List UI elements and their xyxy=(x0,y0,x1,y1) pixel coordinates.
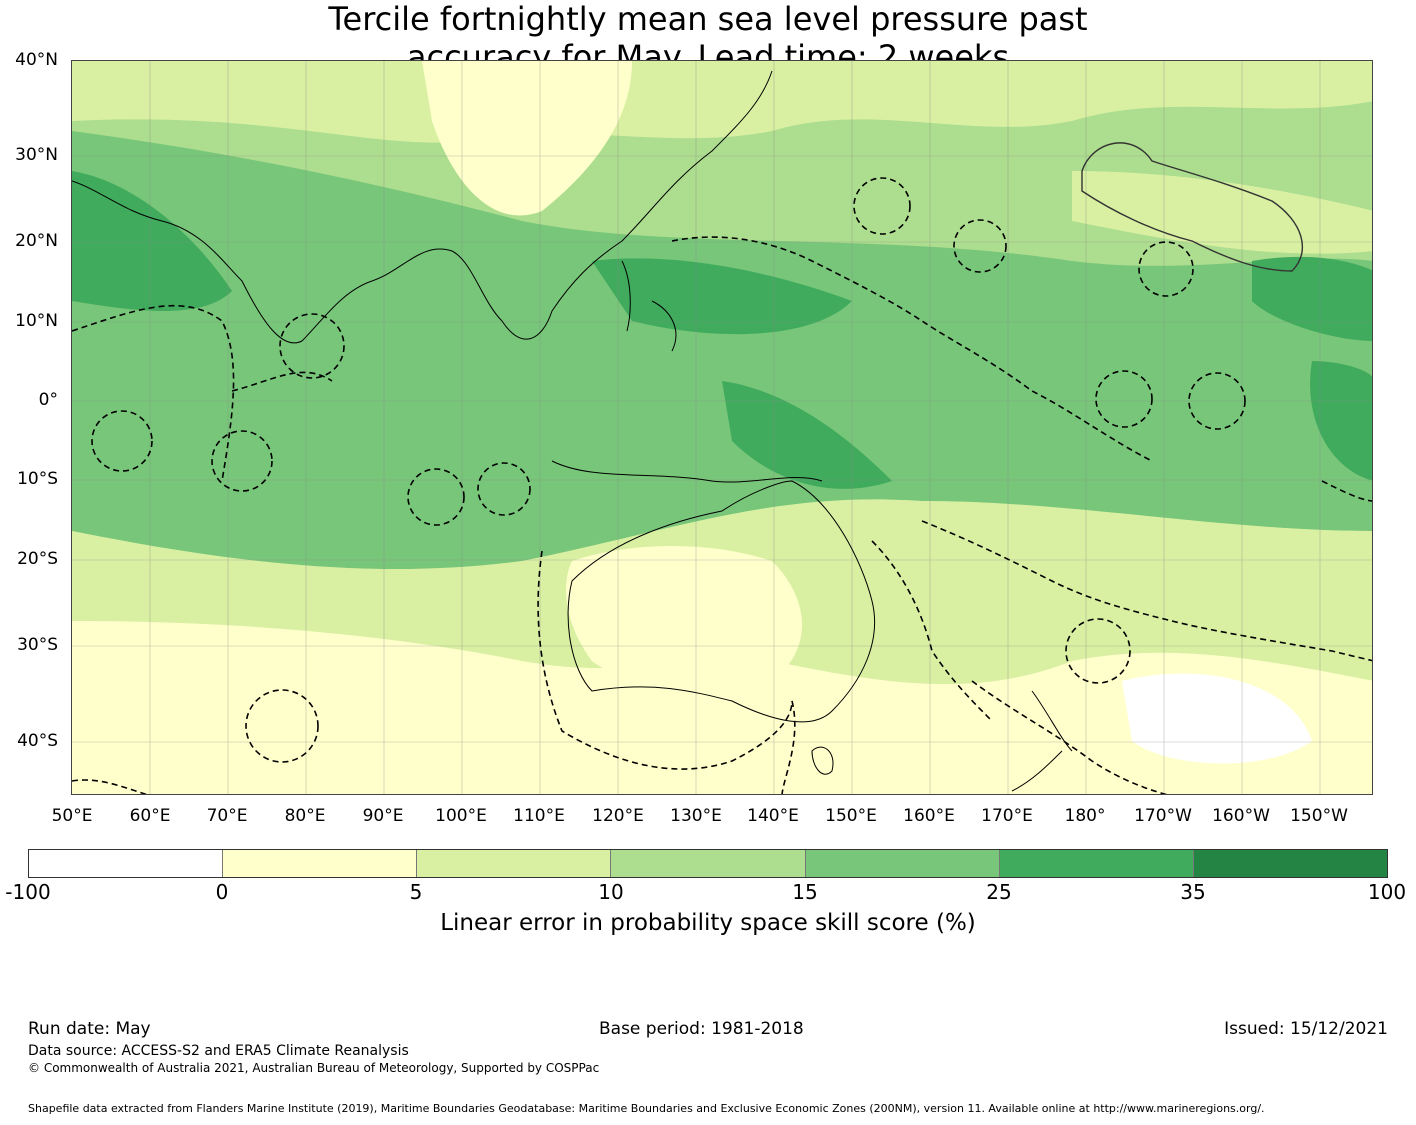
colorbar-segment xyxy=(29,850,224,877)
field-philippines-core xyxy=(592,258,852,335)
skill-score-map xyxy=(71,60,1373,795)
eez-boundaries xyxy=(72,177,1372,794)
eez-coral-sea xyxy=(871,540,993,722)
eez-christmas xyxy=(407,468,465,526)
lon-label-150w: 150°W xyxy=(1290,806,1348,826)
copyright: © Commonwealth of Australia 2021, Austra… xyxy=(28,1061,600,1075)
lat-label-20n: 20°N xyxy=(15,231,58,251)
lon-label-150e: 150°E xyxy=(825,806,877,826)
colorbar xyxy=(28,849,1388,878)
lon-label-110e: 110°E xyxy=(513,806,565,826)
eez-kiribati xyxy=(1321,480,1372,502)
eez-south-pacific xyxy=(921,520,1372,662)
colorbar-label: Linear error in probability space skill … xyxy=(440,910,976,936)
lat-label-10n: 10°N xyxy=(15,311,58,331)
lon-label-160e: 160°E xyxy=(903,806,955,826)
lon-label-50e: 50°E xyxy=(51,806,93,826)
tasmania-coastline xyxy=(811,746,834,775)
eez-cocos xyxy=(477,462,531,516)
eez-chagos xyxy=(211,430,273,492)
field-australia-low xyxy=(566,546,802,692)
shapefile-credit: Shapefile data extracted from Flanders M… xyxy=(28,1102,1265,1115)
lat-label-20s: 20°S xyxy=(17,549,58,569)
philippines-coastline xyxy=(621,260,677,352)
field-north-pale xyxy=(72,61,1372,143)
coastlines xyxy=(72,70,1073,792)
indonesia-coastline xyxy=(551,460,823,483)
colorbar-segment xyxy=(805,850,1000,877)
eez-maldives xyxy=(279,313,345,379)
lat-label-0: 0° xyxy=(38,390,58,410)
eez-howland xyxy=(1095,370,1153,428)
hawaii-boundary xyxy=(1081,142,1303,272)
issued-date: Issued: 15/12/2021 xyxy=(1224,1019,1388,1039)
colorbar-tick: 5 xyxy=(409,880,423,904)
eez-kermadec xyxy=(1065,618,1131,684)
lon-label-90e: 90°E xyxy=(362,806,404,826)
data-source: Data source: ACCESS-S2 and ERA5 Climate … xyxy=(28,1043,409,1059)
eez-marcus xyxy=(853,177,911,235)
eez-jarvis xyxy=(1188,372,1246,430)
lon-label-170w: 170°W xyxy=(1134,806,1192,826)
field-hawaii-pale xyxy=(1072,171,1372,254)
colorbar-tick: 0 xyxy=(215,880,229,904)
lon-label-140e: 140°E xyxy=(747,806,799,826)
eez-australia-south xyxy=(781,700,796,794)
base-period: Base period: 1981-2018 xyxy=(599,1019,804,1039)
eez-kerguelen xyxy=(72,779,148,794)
field-central-pacific-core xyxy=(1252,256,1372,341)
field-south-low xyxy=(72,621,1372,794)
new-zealand-coastline xyxy=(1011,690,1073,792)
lon-label-60e: 60°E xyxy=(129,806,171,826)
field-png-core xyxy=(722,381,892,489)
colorbar-segment xyxy=(1193,850,1387,877)
graticule xyxy=(72,61,1372,794)
colorbar-tick: 100 xyxy=(1367,880,1407,904)
colorbar-tick: -100 xyxy=(5,880,51,904)
lon-label-170e: 170°E xyxy=(981,806,1033,826)
field-arabian-sea-core xyxy=(72,171,232,311)
lon-label-80e: 80°E xyxy=(284,806,326,826)
colorbar-segment xyxy=(417,850,612,877)
lon-label-100e: 100°E xyxy=(435,806,487,826)
eez-wake xyxy=(953,219,1007,273)
eez-amsterdam xyxy=(245,689,319,763)
field-east-pacific-core xyxy=(1310,361,1372,481)
map-canvas xyxy=(72,61,1372,794)
colorbar-segment xyxy=(999,850,1194,877)
lon-label-120e: 120°E xyxy=(592,806,644,826)
field-negative-skill xyxy=(1122,673,1312,764)
lon-label-180: 180° xyxy=(1064,806,1106,826)
field-tropical-band xyxy=(72,131,1372,570)
eez-indian-ocean xyxy=(72,304,333,482)
colorbar-segment xyxy=(611,850,806,877)
map-title: Tercile fortnightly mean sea level press… xyxy=(0,0,1416,76)
lat-label-40n: 40°N xyxy=(15,50,58,70)
field-tibet-low xyxy=(422,61,632,216)
colorbar-tick: 35 xyxy=(1180,880,1206,904)
lat-label-30s: 30°S xyxy=(17,635,58,655)
eez-johnston xyxy=(1138,241,1194,297)
lat-label-10s: 10°S xyxy=(17,469,58,489)
colorbar-segment xyxy=(223,850,418,877)
australia-coastline xyxy=(567,480,876,723)
lon-label-70e: 70°E xyxy=(206,806,248,826)
map-title-line1: Tercile fortnightly mean sea level press… xyxy=(328,0,1088,38)
asia-coastline xyxy=(72,70,773,344)
eez-seychelles xyxy=(91,410,153,472)
run-date: Run date: May xyxy=(28,1019,151,1039)
colorbar-tick: 25 xyxy=(986,880,1012,904)
lat-label-40s: 40°S xyxy=(17,731,58,751)
colorbar-tick: 15 xyxy=(792,880,818,904)
eez-australia-west xyxy=(537,550,793,770)
colorbar-tick: 10 xyxy=(598,880,624,904)
lon-label-160w: 160°W xyxy=(1212,806,1270,826)
lat-label-30n: 30°N xyxy=(15,145,58,165)
lon-label-130e: 130°E xyxy=(670,806,722,826)
